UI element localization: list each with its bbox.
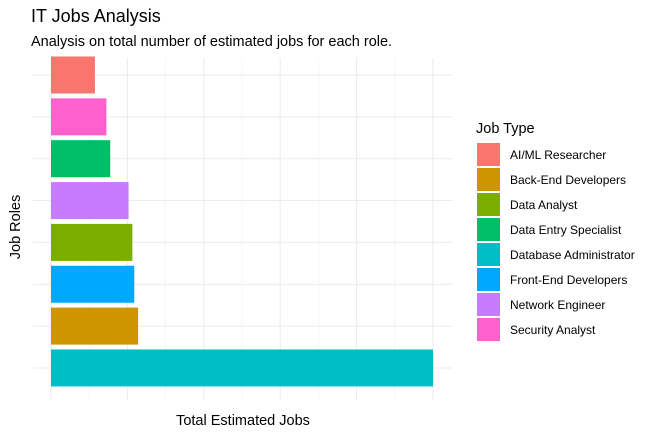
bar-network-engineer xyxy=(51,182,129,220)
legend-swatch xyxy=(477,293,500,316)
legend-item: Data Analyst xyxy=(477,193,578,216)
legend-label: Back-End Developers xyxy=(510,173,626,187)
legend-item: Data Entry Specialist xyxy=(477,218,622,241)
legend-label: Data Entry Specialist xyxy=(510,223,622,237)
legend-item: Back-End Developers xyxy=(477,168,626,191)
x-axis-label: Total Estimated Jobs xyxy=(176,413,310,429)
legend-label: Front-End Developers xyxy=(510,273,627,287)
legend-swatch xyxy=(477,193,500,216)
bar-front-end-developers xyxy=(51,265,135,303)
legend-label: Security Analyst xyxy=(510,323,596,337)
bar-data-entry-specialist xyxy=(51,140,111,178)
bar-database-administrator xyxy=(51,349,433,387)
legend-item: Database Administrator xyxy=(477,243,635,266)
bar-data-analyst xyxy=(51,223,133,261)
legend-swatch xyxy=(477,143,500,166)
legend-item: Security Analyst xyxy=(477,318,596,341)
y-axis-label: Job Roles xyxy=(8,195,24,259)
legend-swatch xyxy=(477,218,500,241)
bar-security-analyst xyxy=(51,98,107,136)
legend-label: Data Analyst xyxy=(510,198,578,212)
legend-label: Network Engineer xyxy=(510,298,605,312)
legend-item: Network Engineer xyxy=(477,293,605,316)
legend-swatch xyxy=(477,168,500,191)
legend: Job Type AI/ML Researcher Back-End Develo… xyxy=(476,121,635,341)
chart-subtitle: Analysis on total number of estimated jo… xyxy=(31,34,393,50)
legend-swatch xyxy=(477,243,500,266)
legend-title: Job Type xyxy=(476,121,535,137)
legend-label: Database Administrator xyxy=(510,248,635,262)
chart-title: IT Jobs Analysis xyxy=(31,6,161,26)
legend-item: Front-End Developers xyxy=(477,268,627,291)
bar-ai-ml-researcher xyxy=(51,56,95,94)
legend-swatch xyxy=(477,268,500,291)
legend-label: AI/ML Researcher xyxy=(510,148,606,162)
legend-item: AI/ML Researcher xyxy=(477,143,606,166)
legend-swatch xyxy=(477,318,500,341)
bars xyxy=(51,56,433,387)
bar-back-end-developers xyxy=(51,307,139,345)
